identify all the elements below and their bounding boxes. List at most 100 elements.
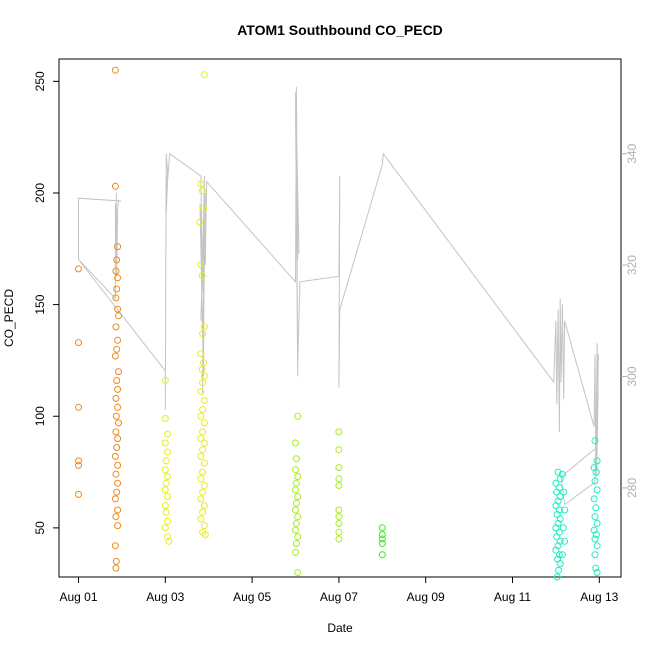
y-tick-label: 50 [33, 521, 47, 535]
data-point [198, 272, 206, 280]
data-point [200, 522, 208, 530]
data-point [201, 531, 209, 539]
data-point [75, 339, 82, 347]
data-point [164, 473, 171, 480]
data-point [112, 394, 120, 402]
data-point [161, 466, 169, 474]
data-point [294, 473, 302, 480]
data-point [200, 323, 208, 331]
data-point [161, 502, 169, 510]
data-point [292, 455, 300, 463]
x-tick-label: Aug 01 [60, 590, 98, 604]
x-tick-label: Aug 11 [494, 590, 531, 604]
data-point [292, 519, 300, 527]
data-point [294, 513, 302, 521]
data-point [112, 294, 120, 302]
data-point [75, 403, 82, 411]
data-point [199, 379, 207, 387]
overlay-layer [78, 86, 599, 506]
x-tick-label: Aug 05 [233, 590, 271, 604]
data-point [197, 260, 205, 268]
data-point [113, 444, 121, 451]
data-point [292, 526, 299, 534]
data-point [292, 506, 299, 514]
data-point [162, 457, 170, 465]
data-point [161, 486, 169, 494]
y-tick-label: 100 [33, 406, 47, 426]
data-point [200, 372, 208, 380]
data-point [199, 508, 207, 516]
data-point [113, 256, 121, 264]
data-point [111, 352, 119, 360]
data-point [114, 385, 122, 393]
data-point [200, 359, 207, 367]
data-point [292, 540, 300, 547]
data-point [75, 461, 82, 469]
data-point [75, 490, 82, 498]
data-point [378, 540, 386, 547]
data-point [161, 439, 169, 447]
data-point [200, 502, 208, 510]
data-point [113, 285, 121, 293]
plot-frame [58, 58, 622, 578]
data-point [335, 482, 343, 489]
data-point [292, 486, 299, 494]
data-point [590, 495, 598, 503]
data-point [591, 437, 599, 445]
data-point [162, 508, 170, 516]
data-point [113, 345, 121, 353]
data-point [553, 488, 561, 496]
data-point [199, 428, 207, 436]
data-point [561, 506, 569, 514]
data-point [556, 537, 564, 545]
data-point [378, 524, 386, 532]
data-point [114, 479, 122, 487]
data-point [591, 513, 599, 521]
data-point [197, 435, 205, 443]
data-point [558, 551, 566, 559]
x-axis-label: Date [327, 621, 353, 635]
data-point [114, 522, 122, 530]
data-point [335, 428, 343, 436]
data-point [199, 468, 207, 476]
data-point [555, 551, 563, 559]
data-point [162, 479, 170, 487]
data-point [552, 502, 560, 510]
y2-tick-label: 280 [625, 478, 639, 498]
data-point [335, 464, 343, 472]
data-point [114, 274, 122, 282]
data-point [115, 368, 122, 376]
data-point [113, 488, 121, 496]
y2-tick-label: 300 [625, 366, 639, 386]
data-point [294, 493, 302, 501]
data-point [198, 187, 206, 195]
data-point [200, 482, 208, 489]
points-layer [75, 66, 601, 581]
data-point [199, 330, 207, 338]
data-point [559, 524, 567, 532]
data-point [200, 439, 208, 447]
y-axis: 50 100 150 200 250 [33, 71, 59, 535]
data-point [200, 459, 208, 467]
data-point [114, 435, 122, 443]
data-point [593, 569, 601, 576]
data-point [197, 452, 205, 460]
y2-tick-label: 320 [625, 255, 639, 275]
data-point [335, 535, 343, 543]
data-point [592, 531, 600, 539]
data-point [593, 519, 601, 527]
data-point [164, 493, 171, 501]
data-point [114, 461, 122, 469]
data-point [198, 365, 206, 373]
data-point [114, 243, 122, 251]
data-point [292, 479, 300, 487]
data-point [553, 533, 561, 541]
y-tick-label: 150 [33, 294, 47, 314]
data-point [111, 452, 119, 460]
data-point [591, 535, 599, 543]
data-point [294, 533, 302, 541]
data-point [555, 566, 562, 574]
data-point [197, 515, 205, 523]
data-point [292, 499, 300, 507]
data-point [556, 515, 564, 523]
